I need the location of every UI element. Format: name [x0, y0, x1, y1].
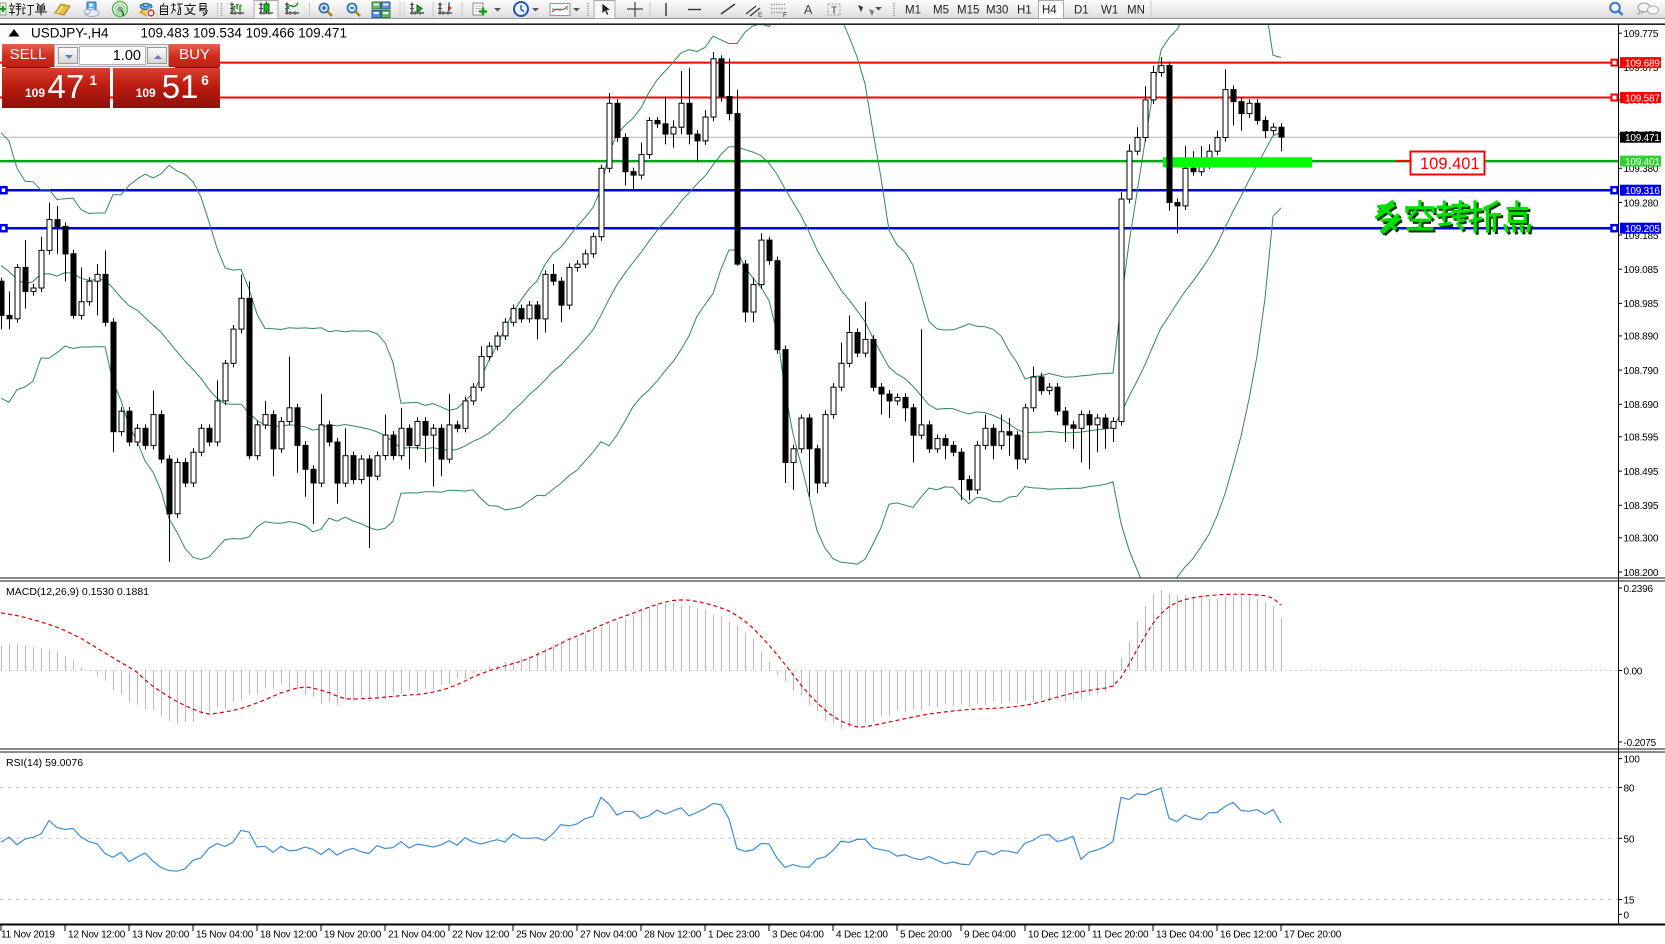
svg-text:109.587: 109.587 — [1625, 94, 1660, 105]
svg-text:M30: M30 — [986, 5, 1008, 17]
svg-text:A: A — [804, 3, 813, 17]
svg-text:H4: H4 — [1042, 5, 1057, 17]
svg-text:RSI(14) 59.0076: RSI(14) 59.0076 — [6, 757, 83, 769]
svg-text:27 Nov 04:00: 27 Nov 04:00 — [580, 930, 638, 941]
svg-text:13 Dec 04:00: 13 Dec 04:00 — [1156, 930, 1214, 941]
svg-text:W1: W1 — [1101, 5, 1118, 17]
svg-text:21 Nov 04:00: 21 Nov 04:00 — [388, 930, 446, 941]
svg-text:109.380: 109.380 — [1624, 164, 1659, 175]
svg-text:109.675: 109.675 — [1624, 63, 1659, 74]
svg-text:109.205: 109.205 — [1625, 224, 1660, 235]
svg-text:15: 15 — [1624, 896, 1635, 907]
svg-text:109.316: 109.316 — [1625, 186, 1660, 197]
svg-text:M1: M1 — [905, 5, 921, 17]
svg-text:0.00: 0.00 — [1624, 667, 1643, 678]
svg-text:109.689: 109.689 — [1625, 59, 1660, 70]
svg-text:108.300: 108.300 — [1624, 534, 1659, 545]
svg-text:15 Nov 04:00: 15 Nov 04:00 — [196, 930, 254, 941]
svg-text:13 Nov 20:00: 13 Nov 20:00 — [132, 930, 190, 941]
svg-text:F: F — [783, 12, 787, 19]
svg-text:0: 0 — [1624, 910, 1630, 921]
svg-text:50: 50 — [1624, 834, 1635, 845]
svg-text:USDJPY-,H4: USDJPY-,H4 — [31, 26, 109, 41]
svg-text:11 Dec 20:00: 11 Dec 20:00 — [1092, 930, 1149, 941]
svg-text:109.085: 109.085 — [1624, 265, 1659, 276]
svg-text:-0.2075: -0.2075 — [1624, 738, 1657, 749]
svg-text:H1: H1 — [1017, 5, 1032, 17]
svg-text:9 Dec 04:00: 9 Dec 04:00 — [964, 930, 1016, 941]
svg-text:108.200: 108.200 — [1624, 568, 1659, 579]
svg-text:MACD(12,26,9) 0.1530 0.1881: MACD(12,26,9) 0.1530 0.1881 — [6, 586, 149, 598]
svg-text:108.790: 108.790 — [1624, 366, 1659, 377]
svg-text:25 Nov 20:00: 25 Nov 20:00 — [516, 930, 574, 941]
svg-text:109.471: 109.471 — [1625, 133, 1660, 144]
svg-text:108.890: 108.890 — [1624, 332, 1659, 343]
svg-text:108.690: 108.690 — [1624, 400, 1659, 411]
svg-text:109.401: 109.401 — [1420, 155, 1480, 173]
svg-text:16 Dec 12:00: 16 Dec 12:00 — [1220, 930, 1278, 941]
svg-text:11 Nov 2019: 11 Nov 2019 — [1, 930, 55, 941]
svg-text:12 Nov 12:00: 12 Nov 12:00 — [68, 930, 126, 941]
svg-text:1 Dec 23:00: 1 Dec 23:00 — [708, 930, 760, 941]
svg-text:80: 80 — [1624, 783, 1635, 794]
svg-text:5 Dec 20:00: 5 Dec 20:00 — [900, 930, 952, 941]
svg-text:108.395: 108.395 — [1624, 501, 1659, 512]
svg-text:109.775: 109.775 — [1624, 29, 1659, 40]
svg-text:109.483 109.534 109.466 109.47: 109.483 109.534 109.466 109.471 — [141, 26, 347, 41]
svg-text:17 Dec 20:00: 17 Dec 20:00 — [1284, 930, 1342, 941]
svg-text:D1: D1 — [1074, 5, 1089, 17]
svg-text:22 Nov 12:00: 22 Nov 12:00 — [452, 930, 510, 941]
svg-text:19 Nov 20:00: 19 Nov 20:00 — [324, 930, 382, 941]
svg-text:MN: MN — [1127, 5, 1145, 17]
svg-text:3 Dec 04:00: 3 Dec 04:00 — [772, 930, 824, 941]
svg-text:28 Nov 12:00: 28 Nov 12:00 — [644, 930, 702, 941]
svg-text:109.401: 109.401 — [1625, 157, 1660, 168]
svg-text:M5: M5 — [933, 5, 949, 17]
svg-text:108.495: 108.495 — [1624, 467, 1659, 478]
svg-text:4 Dec 12:00: 4 Dec 12:00 — [836, 930, 888, 941]
svg-text:10 Dec 12:00: 10 Dec 12:00 — [1028, 930, 1086, 941]
svg-text:0.2396: 0.2396 — [1624, 584, 1654, 595]
svg-text:109.185: 109.185 — [1624, 231, 1659, 242]
svg-text:109.280: 109.280 — [1624, 198, 1659, 209]
svg-text:100: 100 — [1624, 755, 1641, 766]
svg-text:E: E — [758, 12, 763, 19]
svg-text:108.595: 108.595 — [1624, 433, 1659, 444]
svg-text:T: T — [831, 6, 837, 17]
svg-text:108.985: 108.985 — [1624, 299, 1659, 310]
svg-text:M15: M15 — [957, 5, 979, 17]
svg-text:18 Nov 12:00: 18 Nov 12:00 — [260, 930, 318, 941]
